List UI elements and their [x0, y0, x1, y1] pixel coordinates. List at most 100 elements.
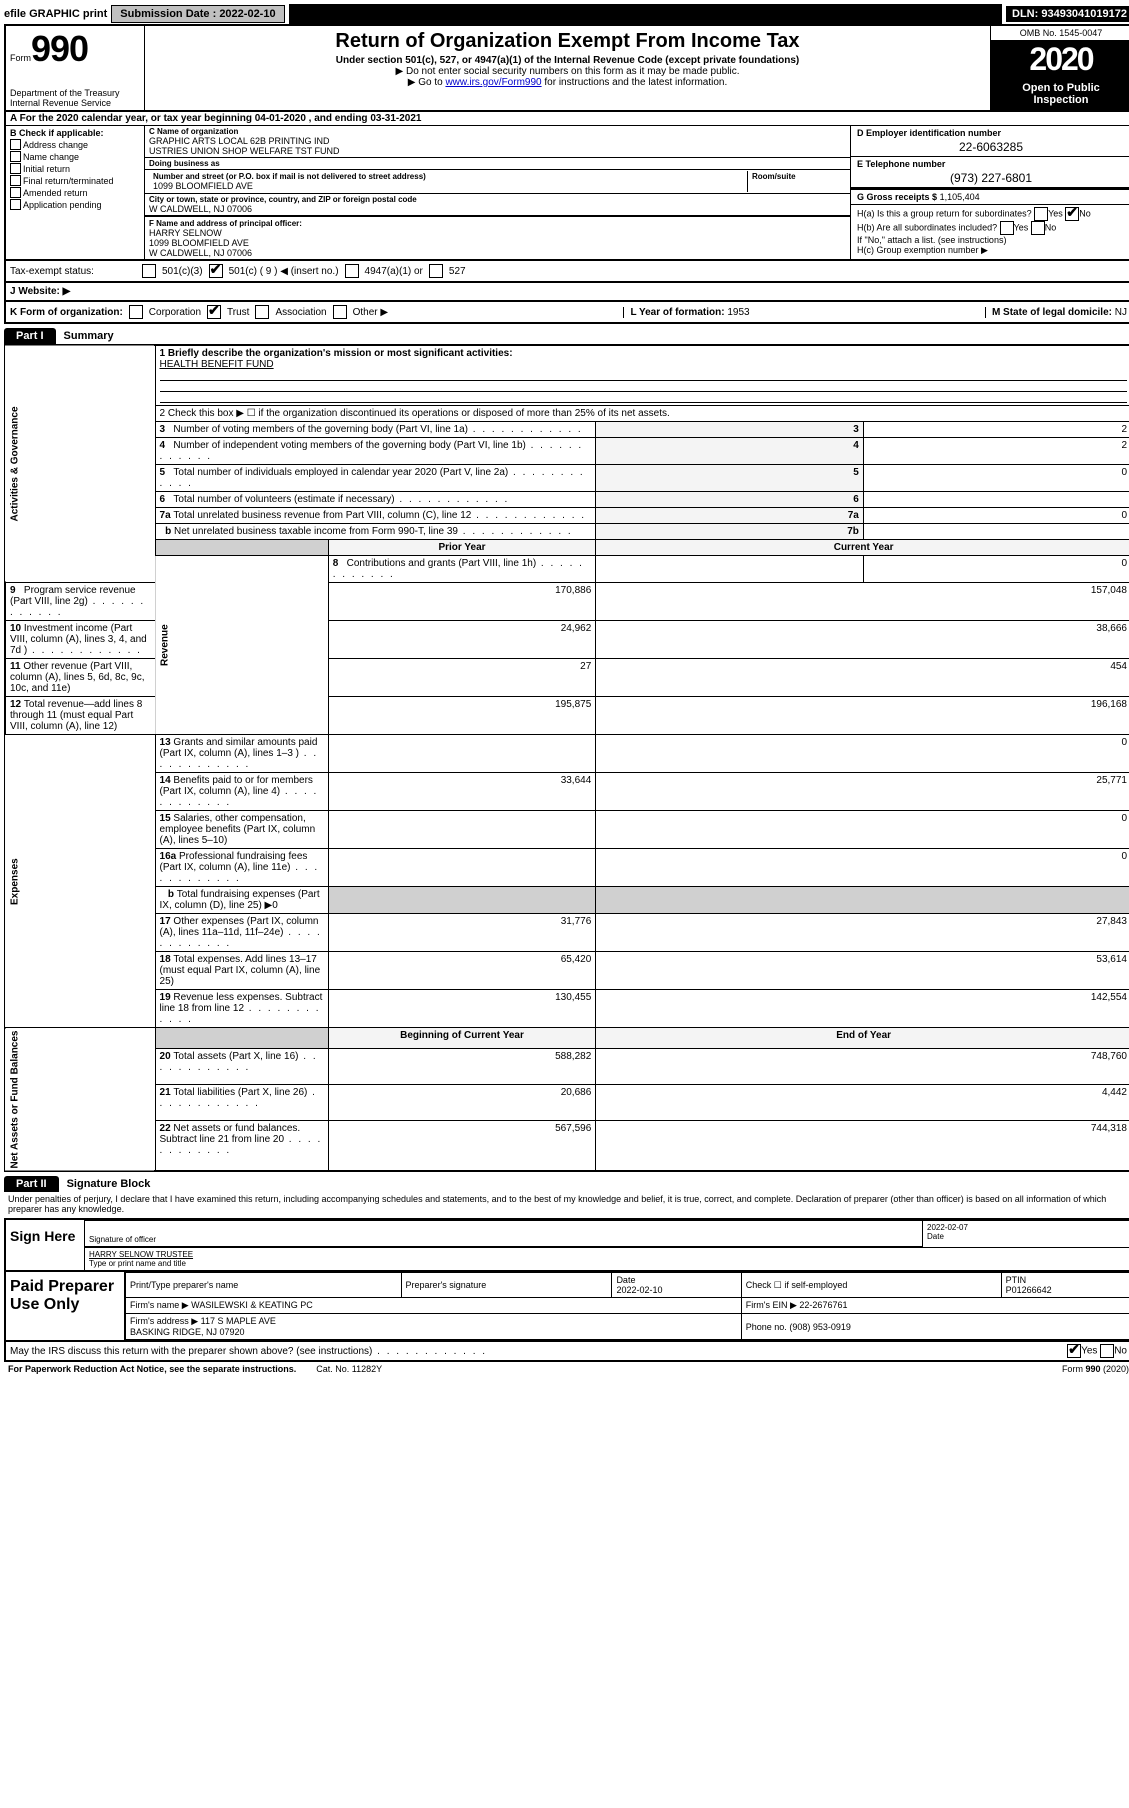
- tel-value: (973) 227-6801: [857, 171, 1125, 185]
- prep-date-value: 2022-02-10: [616, 1285, 662, 1295]
- row-cy: 0: [863, 556, 1129, 583]
- hb-label: H(b) Are all subordinates included?: [857, 222, 997, 232]
- opt-501c: 501(c) ( 9 ) ◀ (insert no.): [229, 266, 339, 277]
- row-py: 27: [328, 659, 596, 697]
- phone-label: Phone no.: [746, 1322, 787, 1332]
- top-bar: efile GRAPHIC print Submission Date : 20…: [4, 4, 1129, 24]
- row-py: 588,282: [328, 1049, 596, 1085]
- summary-row: 6 Total number of volunteers (estimate i…: [5, 492, 1129, 508]
- part2-tab: Part II: [4, 1176, 59, 1192]
- row-py: 130,455: [328, 990, 596, 1028]
- no-label: No: [1114, 1346, 1127, 1357]
- part1-title: Summary: [56, 328, 122, 344]
- summary-row: b Net unrelated business taxable income …: [5, 524, 1129, 540]
- row-py: [596, 556, 864, 583]
- row-py: [328, 735, 596, 773]
- open-public: Open to Public Inspection: [991, 78, 1129, 110]
- sig-officer-label: Signature of officer: [89, 1235, 918, 1244]
- discuss-yes[interactable]: [1067, 1344, 1081, 1358]
- footer-mid: Cat. No. 11282Y: [316, 1364, 382, 1374]
- row-val: 0: [863, 465, 1129, 492]
- tax-status-row: Tax-exempt status: 501(c)(3) 501(c) ( 9 …: [4, 261, 1129, 283]
- header-right: OMB No. 1545-0047 2020 Open to Public In…: [990, 26, 1129, 110]
- firm-name-value: WASILEWSKI & KEATING PC: [191, 1300, 313, 1310]
- website-row: J Website: ▶: [4, 283, 1129, 302]
- chk-address-change[interactable]: Address change: [10, 139, 140, 150]
- officer-name-value: HARRY SELNOW TRUSTEE: [89, 1250, 1127, 1259]
- sig-officer-line[interactable]: Signature of officer: [85, 1221, 923, 1247]
- chk-527[interactable]: [429, 264, 443, 278]
- firm-ein-value: 22-2676761: [799, 1300, 847, 1310]
- ha-no[interactable]: [1065, 207, 1079, 221]
- city-cell: City or town, state or province, country…: [145, 194, 850, 217]
- row-text: Number of independent voting members of …: [173, 440, 525, 451]
- tel-label: E Telephone number: [857, 159, 1125, 169]
- chk-4947[interactable]: [345, 264, 359, 278]
- ptin-cell: PTINP01266642: [1001, 1273, 1129, 1298]
- row-py: 33,644: [328, 773, 596, 811]
- org-name-value: GRAPHIC ARTS LOCAL 62B PRINTING IND USTR…: [149, 136, 846, 156]
- chk-501c3[interactable]: [142, 264, 156, 278]
- row-cy: 454: [596, 659, 1129, 697]
- part2-header: Part II Signature Block: [4, 1176, 1129, 1192]
- page-footer: For Paperwork Reduction Act Notice, see …: [4, 1362, 1129, 1376]
- form-header: Form990 Department of the Treasury Inter…: [4, 24, 1129, 112]
- chk-trust[interactable]: [207, 305, 221, 319]
- row-text: Grants and similar amounts paid (Part IX…: [160, 737, 318, 759]
- chk-amended[interactable]: Amended return: [10, 187, 140, 198]
- vlabel-revenue: Revenue: [155, 556, 328, 735]
- column-c: C Name of organization GRAPHIC ARTS LOCA…: [145, 126, 850, 259]
- chk-label: Address change: [23, 140, 88, 150]
- submission-date-button[interactable]: Submission Date : 2022-02-10: [111, 5, 284, 23]
- opt-corp: Corporation: [149, 307, 201, 318]
- summary-row: 7a Total unrelated business revenue from…: [5, 508, 1129, 524]
- self-employed-check[interactable]: Check ☐ if self-employed: [741, 1273, 1001, 1298]
- chk-501c[interactable]: [209, 264, 223, 278]
- summary-row: 19 Revenue less expenses. Subtract line …: [5, 990, 1129, 1028]
- ein-value: 22-6063285: [857, 140, 1125, 154]
- chk-other[interactable]: [333, 305, 347, 319]
- chk-initial-return[interactable]: Initial return: [10, 163, 140, 174]
- prior-year-hdr: Prior Year: [328, 540, 596, 556]
- chk-assoc[interactable]: [255, 305, 269, 319]
- chk-corp[interactable]: [129, 305, 143, 319]
- hb-yes[interactable]: [1000, 221, 1014, 235]
- ptin-label: PTIN: [1006, 1275, 1027, 1285]
- website-label: J Website: ▶: [10, 286, 70, 297]
- m-value: NJ: [1115, 307, 1127, 318]
- ptin-value: P01266642: [1006, 1285, 1052, 1295]
- hb-no[interactable]: [1031, 221, 1045, 235]
- line2-checkbox-note: 2 Check this box ▶ ☐ if the organization…: [155, 406, 1129, 422]
- form-subtitle: Under section 501(c), 527, or 4947(a)(1)…: [149, 55, 986, 66]
- note2-pre: ▶ Go to: [408, 77, 446, 88]
- type-label: Type or print name and title: [89, 1259, 1127, 1268]
- hb-row: H(b) Are all subordinates included? Yes …: [857, 221, 1125, 235]
- row-py: 65,420: [328, 952, 596, 990]
- chk-final-return[interactable]: Final return/terminated: [10, 175, 140, 186]
- firm-ein-label: Firm's EIN ▶: [746, 1300, 797, 1310]
- row-box: 7b: [596, 524, 864, 540]
- boc-hdr: Beginning of Current Year: [328, 1028, 596, 1049]
- tel-cell: E Telephone number (973) 227-6801: [851, 157, 1129, 188]
- summary-row: 5 Total number of individuals employed i…: [5, 465, 1129, 492]
- part2-title: Signature Block: [59, 1176, 159, 1192]
- form-label: Form: [10, 53, 31, 63]
- chk-name-change[interactable]: Name change: [10, 151, 140, 162]
- ha-yes[interactable]: [1034, 207, 1048, 221]
- instructions-link[interactable]: www.irs.gov/Form990: [445, 77, 541, 88]
- room-label: Room/suite: [752, 172, 842, 181]
- py-cy-header: Prior YearCurrent Year: [5, 540, 1129, 556]
- summary-row: 20 Total assets (Part X, line 16)588,282…: [5, 1049, 1129, 1085]
- chk-app-pending[interactable]: Application pending: [10, 199, 140, 210]
- tax-year: 2020: [991, 41, 1129, 78]
- row-cy-gray: [596, 887, 1129, 914]
- row-text: Total fundraising expenses (Part IX, col…: [160, 889, 320, 911]
- row-text: Benefits paid to or for members (Part IX…: [160, 775, 313, 797]
- row-py: [328, 849, 596, 887]
- dln-label: DLN: 93493041019172: [1006, 6, 1129, 22]
- chk-label: Name change: [23, 152, 79, 162]
- row-val: 2: [863, 438, 1129, 465]
- org-name-cell: C Name of organization GRAPHIC ARTS LOCA…: [145, 126, 850, 158]
- discuss-no[interactable]: [1100, 1344, 1114, 1358]
- vlabel-expenses: Expenses: [5, 735, 155, 1028]
